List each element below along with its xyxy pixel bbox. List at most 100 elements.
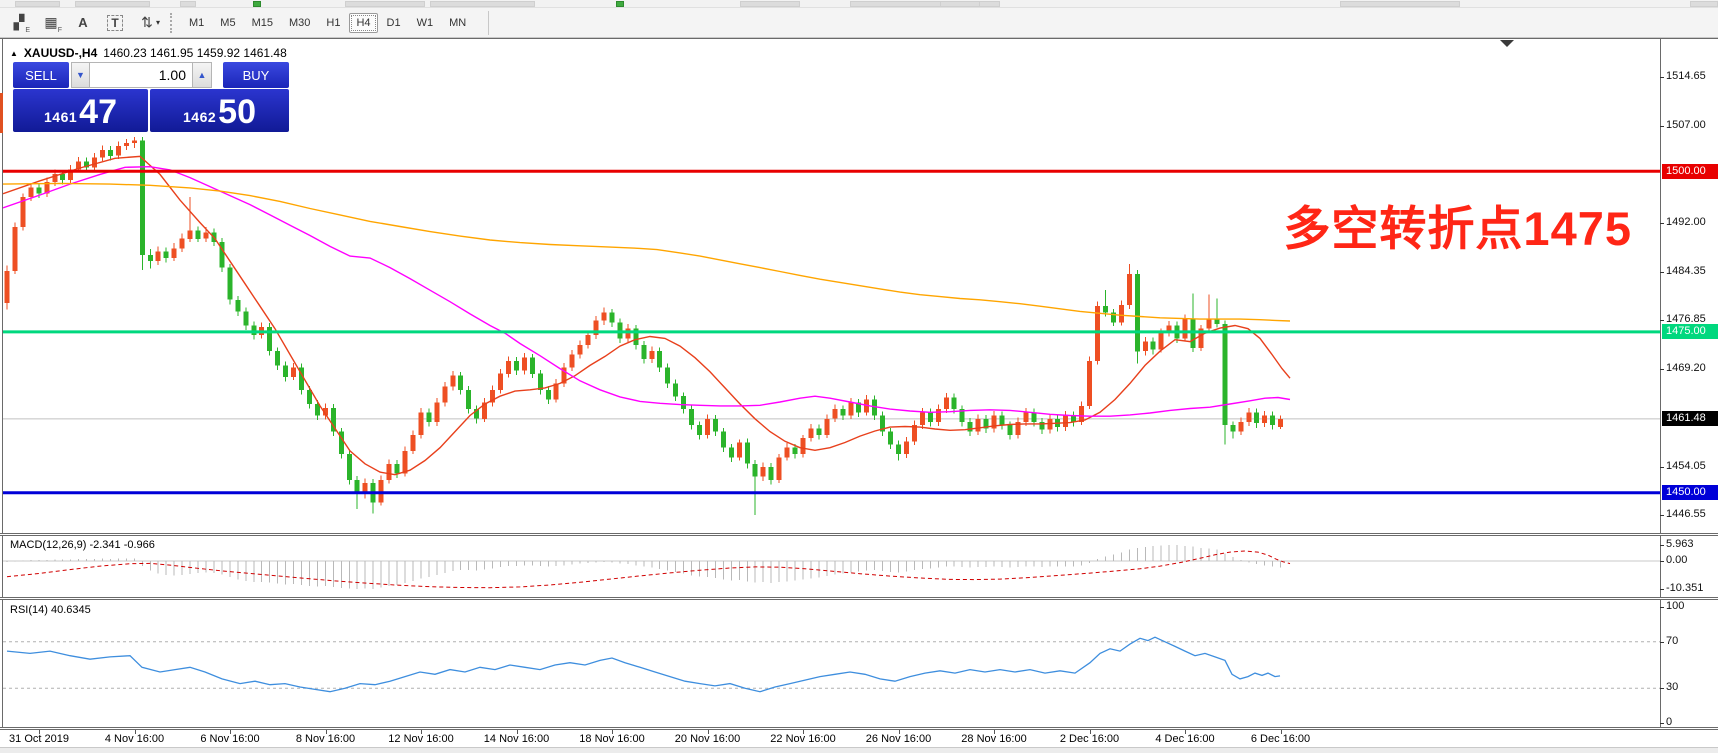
bid-price-main: 1461 [44,109,78,125]
text-box-icon[interactable]: T [102,12,128,34]
buy-button[interactable]: BUY [223,62,289,88]
ohlc-values: 1460.23 1461.95 1459.92 1461.48 [103,46,287,60]
volume-increase-button[interactable]: ▲ [193,62,212,88]
icon-sub-letter: F [57,26,62,34]
candles-group [4,137,1284,516]
one-click-trading-panel: SELL ▼ ▲ BUY 1461 47 1462 50 [13,62,289,132]
timeframes-group: M1 M5 M15 M30 H1 H4 D1 W1 MN [181,12,474,33]
price-badge: 1461.48 [1662,411,1718,427]
time-axis-label: 31 Oct 2019 [9,733,69,745]
timeframe-m5[interactable]: M5 [220,16,236,29]
price-axis-tick [1660,466,1664,468]
time-axis-tick [803,730,804,734]
chart-shift-marker[interactable] [1500,40,1514,47]
macd-axis-tick [1660,588,1664,590]
sell-button[interactable]: SELL [13,62,69,88]
rsi-indicator-label: RSI(14) 40.6345 [10,604,91,616]
timeframe-h1[interactable]: H1 [326,16,341,29]
symbol-title: XAUUSD-,H4 [23,46,98,60]
chevron-down-icon[interactable]: ▾ [156,18,161,27]
macd-axis-label: -10.351 [1666,581,1704,594]
price-axis-tick [1660,222,1664,224]
drawing-tools-group: ▞ E ▦ F A T ⇅ ▾ [0,12,160,34]
window-edge-accent [0,93,3,133]
timeframe-mn[interactable]: MN [449,16,467,29]
status-bar-sliver [0,747,1718,753]
bid-price-pips: 47 [79,93,117,131]
price-axis-label: 1476.85 [1666,313,1706,326]
toolbar-fragment [180,1,196,7]
price-badge: 1450.00 [1662,485,1718,501]
time-axis-label: 8 Nov 16:00 [295,733,356,745]
time-axis-tick [1280,730,1282,734]
grid-icon[interactable]: ▦ F [44,14,62,34]
rsi-line [6,636,1281,693]
price-axis-label: 1514.65 [1666,70,1706,82]
ma-fast-red [3,155,1291,476]
time-axis-tick [134,730,136,734]
price-axis-tick [1660,77,1664,78]
time-axis: 31 Oct 2019 4 Nov 16:00 6 Nov 16:00 8 Nov 1… [0,730,1718,747]
price-axis-label: 1469.20 [1666,362,1706,375]
rsi-axis-label: 100 [1666,600,1685,612]
chinese-annotation-text: 多空转折点1475 [1283,202,1632,255]
price-axis-tick [1660,514,1664,516]
price-badge: 1500.00 [1662,163,1718,179]
time-axis-label: 18 Nov 16:00 [579,733,645,745]
text-label-icon[interactable]: A [78,15,88,30]
timeframe-m1[interactable]: M1 [189,16,205,29]
collapse-trade-panel-icon[interactable]: ▲ [10,48,18,58]
toolbar-fragment [75,1,150,7]
timeframe-d1[interactable]: D1 [386,16,401,29]
price-axis-label: 1507.00 [1666,119,1706,132]
ask-price-pips: 50 [218,93,256,131]
cutoff-toolbar-row [0,0,1718,8]
ask-price-box[interactable]: 1462 50 [150,89,289,132]
volume-decrease-button[interactable]: ▼ [71,62,90,88]
macd-panel-canvas[interactable] [3,536,1660,597]
ma-slow-orange [3,182,1291,322]
time-axis-tick [39,730,40,734]
chart-right-border [1660,38,1661,730]
main-chart-canvas[interactable] [3,40,1660,533]
time-axis-label: 28 Nov 16:00 [961,733,1027,745]
toolbar-fragment [345,1,425,7]
timeframe-m30[interactable]: M30 [288,16,311,29]
toolbar-fragment [1340,1,1460,7]
macd-indicator-label: MACD(12,26,9) -2.341 -0.966 [10,539,155,551]
ask-price-main: 1462 [183,109,217,125]
macd-histogram [6,544,1282,589]
timeframe-h4[interactable]: H4 [349,12,378,33]
chart-header: ▲ XAUUSD-,H4 1460.23 1461.95 1459.92 146… [10,46,287,60]
time-axis-label: 12 Nov 16:00 [388,733,454,745]
toolbar-drag-handle[interactable] [170,12,175,33]
time-axis-label: 4 Nov 16:00 [104,733,165,745]
panel-separator-2[interactable] [0,597,1718,600]
time-axis-tick [421,730,422,734]
macd-axis-tick [1660,544,1664,546]
rsi-panel-canvas[interactable] [3,601,1660,727]
rsi-axis-label: 30 [1666,681,1679,694]
panel-separator-1[interactable] [0,533,1718,536]
timeframe-w1[interactable]: W1 [416,16,434,29]
volume-input[interactable] [90,62,193,88]
time-axis-tick [325,730,327,734]
icon-sub-letter: E [25,26,30,34]
price-axis-tick [1660,320,1664,322]
time-axis-label: 4 Dec 16:00 [1155,733,1215,745]
time-axis-label: 22 Nov 16:00 [770,733,836,745]
timeframe-m15[interactable]: M15 [251,16,273,29]
time-axis-label: 20 Nov 16:00 [674,733,741,745]
bid-price-box[interactable]: 1461 47 [13,89,148,132]
rsi-axis-tick [1660,607,1664,608]
arrows-icon[interactable]: ⇅ [141,14,153,30]
time-axis-tick [612,730,613,734]
toolbar-fragment [15,1,60,7]
macd-axis-tick [1660,561,1664,562]
indicators-icon[interactable]: ▞ E [13,14,30,34]
price-axis-tick [1660,126,1664,128]
time-axis-tick [1089,730,1091,734]
rsi-axis-label: 70 [1666,634,1679,647]
time-axis-tick [516,730,518,734]
time-axis-label: 2 Dec 16:00 [1059,733,1120,745]
